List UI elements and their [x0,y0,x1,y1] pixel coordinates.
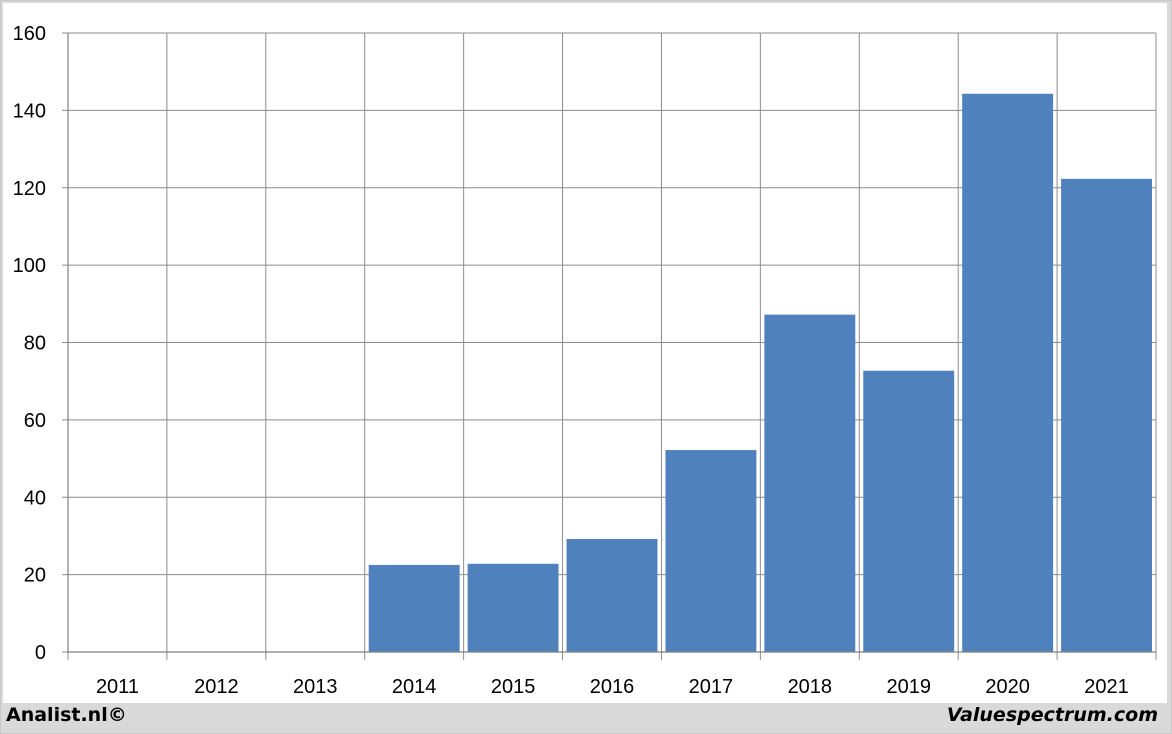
y-tick-label: 100 [13,255,46,277]
analist-credit: Analist.nl© [6,704,127,726]
y-tick-label: 20 [24,565,46,587]
bar-2016 [566,539,658,652]
x-tick-label: 2018 [788,676,833,698]
y-tick-label: 140 [13,100,46,122]
x-tick-labels: 2011 2012 2013 2014 2015 2016 2017 2018 2019 2020… [96,676,1129,698]
x-tick-label: 2019 [886,676,931,698]
x-tick-label: 2011 [96,676,139,698]
bar-2019 [863,370,955,652]
y-tick-labels: 0 20 40 60 80 100 120 140 160 [13,23,46,664]
valuespectrum-credit: Valuespectrum.com [946,704,1158,726]
x-tick-label: 2012 [194,676,239,698]
x-tick-label: 2016 [590,676,635,698]
y-tick-label: 40 [24,487,46,509]
y-tick-label: 80 [24,333,46,355]
axes [67,33,1156,653]
bars [368,93,1152,652]
x-tick-label: 2020 [985,676,1030,698]
y-tick-label: 120 [13,178,46,200]
y-tick-label: 0 [35,642,46,664]
bar-2021 [1061,178,1152,652]
y-tick-label: 160 [13,23,46,45]
x-tick-label: 2015 [491,676,536,698]
bar-2020 [962,93,1054,652]
y-tick-label: 60 [24,410,46,432]
bar-2014 [368,564,460,652]
bar-2018 [764,314,856,652]
x-tick-label: 2017 [689,676,734,698]
bar-2015 [467,563,559,652]
x-tick-label: 2021 [1084,676,1129,698]
x-tick-label: 2013 [293,676,338,698]
bar-2017 [665,450,757,652]
x-tick-label: 2014 [392,676,437,698]
